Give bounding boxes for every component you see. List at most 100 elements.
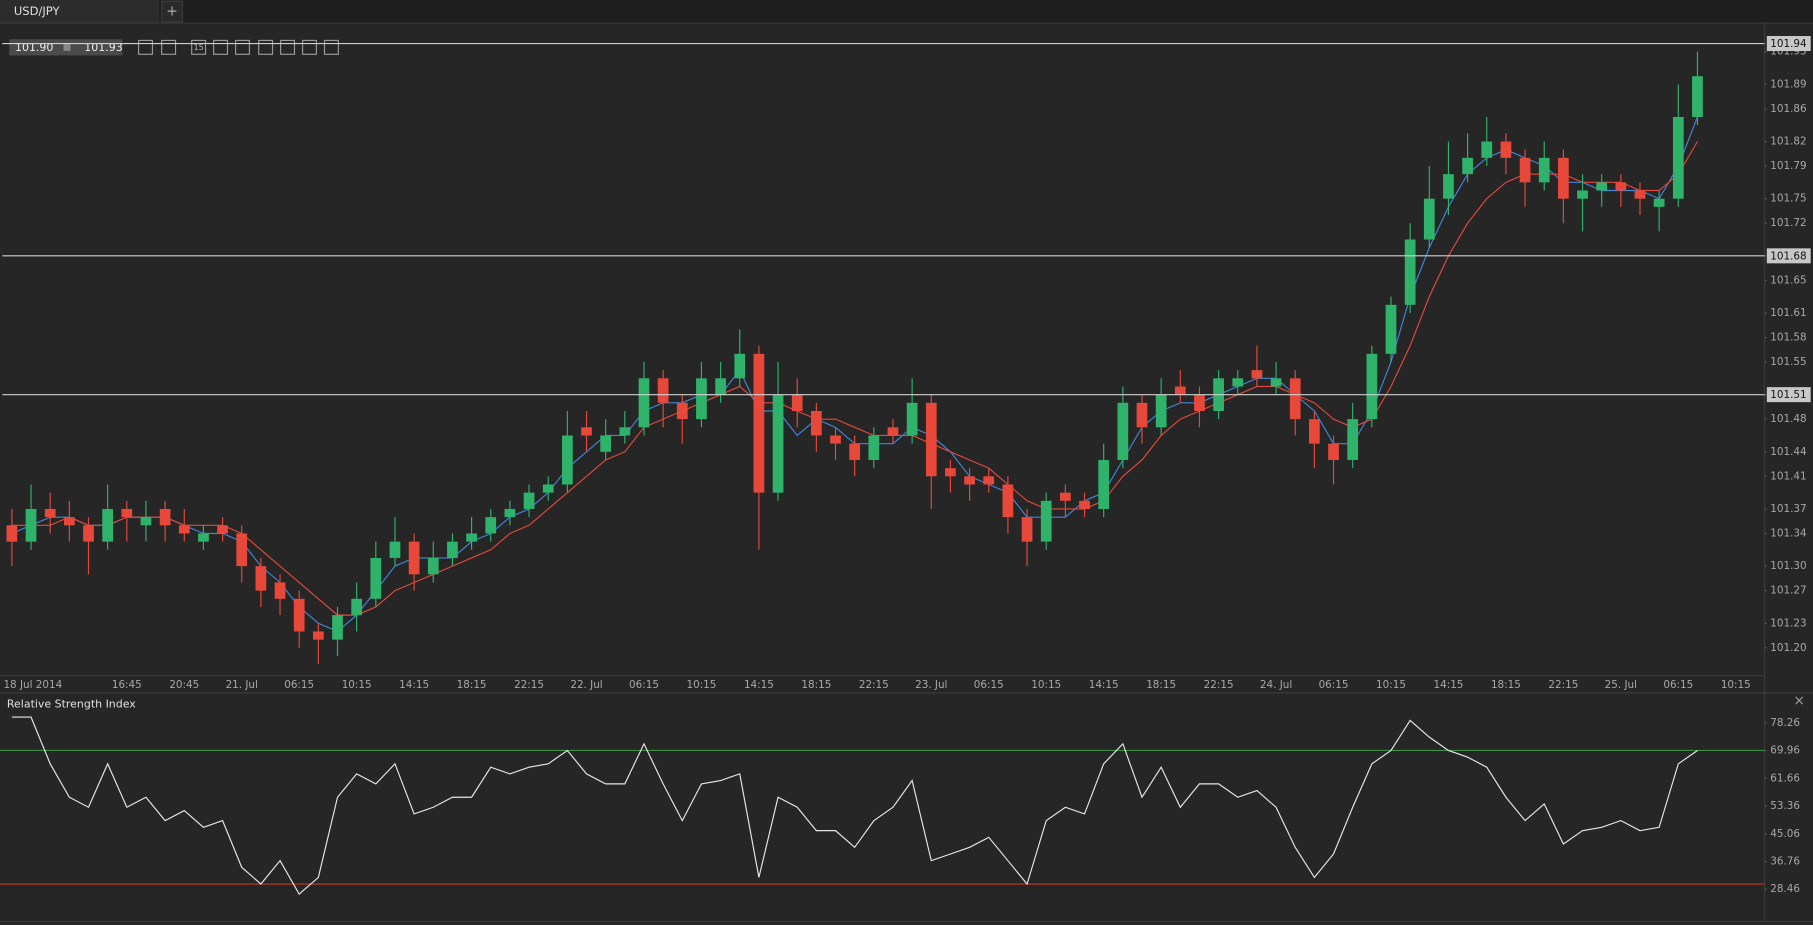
candle-body: [581, 427, 592, 436]
candle-body: [1174, 386, 1186, 395]
link-button[interactable]: [280, 39, 296, 55]
x-tick-label: 06:15: [284, 679, 314, 691]
y-tick-label: 36.76: [1770, 855, 1800, 867]
candle-body: [1270, 378, 1282, 387]
x-tick-label: 10:15: [1376, 679, 1406, 691]
y-tick-label: 101.55: [1770, 356, 1806, 368]
price-level-label: 101.68: [1770, 250, 1806, 262]
tab[interactable]: [0, 0, 160, 24]
candle-body: [293, 598, 305, 632]
x-tick-label: 14:15: [399, 679, 429, 691]
indicators-button[interactable]: [234, 39, 251, 55]
candle-body: [1117, 402, 1129, 460]
x-tick-label: 23. Jul: [915, 679, 947, 691]
draw-button[interactable]: [323, 39, 339, 55]
toolbar: 15: [137, 39, 339, 55]
moving-average-line: [11, 141, 1698, 616]
candle-body: [1155, 394, 1167, 428]
candle-body: [351, 598, 363, 616]
candle-body: [504, 508, 516, 518]
candle-body: [1251, 370, 1263, 379]
candle-body: [1328, 443, 1339, 460]
candle-body: [945, 468, 956, 477]
x-tick-label: 06:15: [1663, 679, 1693, 691]
y-tick-label: 101.20: [1770, 642, 1806, 654]
trend-button[interactable]: [258, 39, 274, 55]
rsi-line: [11, 716, 1698, 895]
tab-bar: [0, 0, 1813, 24]
candle-body: [1462, 157, 1473, 175]
zoom-in-button[interactable]: [161, 39, 177, 55]
y-tick-label: 45.06: [1770, 828, 1800, 840]
candle-body: [1098, 459, 1110, 509]
edit-button[interactable]: [301, 39, 317, 55]
candle-body: [159, 508, 171, 526]
x-tick-label: 22:15: [514, 679, 544, 691]
candle-body: [121, 508, 133, 518]
candle-body: [523, 492, 535, 509]
candle-body: [485, 517, 497, 534]
y-tick-label: 101.86: [1770, 103, 1806, 115]
price-level-label: 101.94: [1770, 38, 1807, 50]
candle-body: [830, 435, 841, 444]
candle-body: [1672, 117, 1684, 199]
candle-body: [102, 508, 114, 542]
candle-body: [1136, 402, 1148, 428]
close-indicator-icon[interactable]: ×: [1793, 693, 1805, 709]
ask-price: 101.93: [84, 41, 122, 54]
candle-body: [1194, 394, 1205, 411]
candle-body: [1366, 353, 1378, 420]
candle-body: [1692, 76, 1703, 118]
interval-label[interactable]: 15: [193, 42, 203, 52]
y-tick-label: 101.27: [1770, 585, 1806, 597]
candle-body: [274, 582, 286, 599]
y-tick-label: 101.75: [1770, 193, 1806, 205]
candle-body: [1385, 304, 1397, 354]
candle-body: [1060, 492, 1071, 501]
chart-type-button[interactable]: [213, 39, 229, 55]
candle-body: [811, 410, 822, 436]
quote-separator: [63, 43, 71, 51]
tab-label[interactable]: USD/JPY: [14, 4, 61, 18]
candle-body: [964, 476, 975, 485]
candle-body: [849, 443, 861, 460]
candle-body: [25, 508, 37, 542]
add-tab-label[interactable]: +: [166, 4, 178, 20]
x-tick-label: 10:15: [1031, 679, 1061, 691]
candle-body: [44, 508, 56, 518]
y-tick-label: 101.37: [1770, 503, 1806, 515]
x-tick-label: 18:15: [1146, 679, 1176, 691]
x-tick-label: 06:15: [1319, 679, 1349, 691]
candle-body: [1558, 157, 1569, 199]
zoom-out-button[interactable]: [137, 39, 154, 55]
candle-body: [868, 435, 880, 460]
y-tick-label: 101.41: [1770, 470, 1806, 482]
candle-body: [1481, 141, 1493, 158]
price-level-tag: [1766, 387, 1811, 403]
x-tick-label: 18 Jul 2014: [3, 679, 62, 691]
candle-body: [332, 615, 343, 640]
x-tick-label: 10:15: [342, 679, 372, 691]
candle-body: [925, 402, 937, 477]
candle-body: [1040, 500, 1052, 542]
add-tab-button[interactable]: [161, 0, 184, 23]
candle-body: [791, 394, 803, 411]
candle-body: [1289, 378, 1301, 420]
x-tick-label: 14:15: [1434, 679, 1464, 691]
y-tick-label: 69.96: [1770, 745, 1800, 757]
x-tick-label: 24. Jul: [1260, 679, 1292, 691]
y-tick-label: 101.34: [1770, 527, 1807, 539]
interval-button[interactable]: [191, 39, 207, 55]
y-tick-label: 101.72: [1770, 217, 1806, 229]
candle-body: [447, 541, 458, 558]
candle-body: [370, 557, 382, 599]
candle-body: [1577, 190, 1588, 199]
candle-body: [638, 378, 650, 428]
x-tick-label: 16:45: [112, 679, 142, 691]
x-tick-label: 18:15: [1491, 679, 1521, 691]
candle-body: [1634, 190, 1646, 199]
candle-body: [466, 533, 477, 542]
candle-body: [408, 541, 420, 575]
candle-body: [619, 427, 631, 436]
